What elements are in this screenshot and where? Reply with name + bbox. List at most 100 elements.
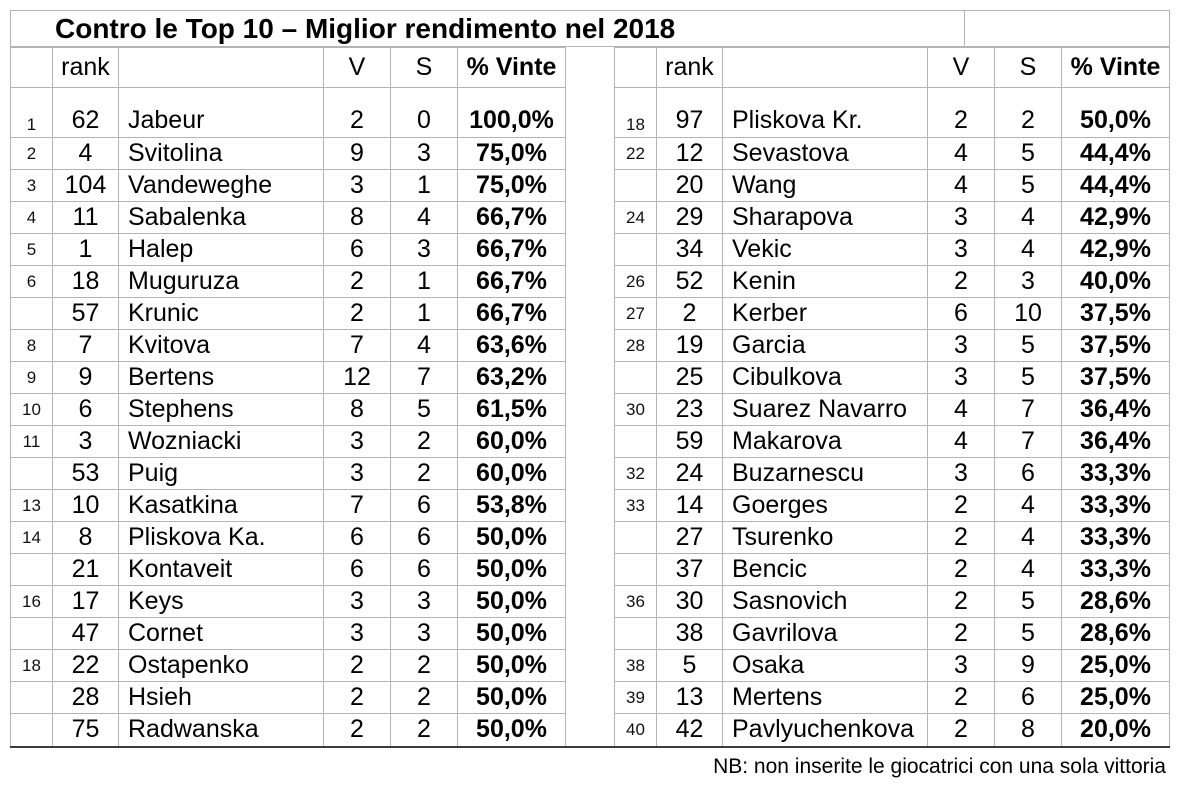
s-cell: 6 [994, 457, 1062, 490]
pct-cell: 33,3% [1061, 553, 1170, 586]
player-cell: Keys [118, 585, 324, 618]
player-cell: Bertens [118, 361, 324, 394]
s-cell: 3 [390, 617, 458, 650]
pos-cell [614, 553, 657, 586]
pos-cell: 22 [614, 137, 657, 170]
rank-cell: 53 [52, 457, 119, 490]
pct-header: % Vinte [1061, 47, 1170, 88]
s-cell: 5 [994, 169, 1062, 202]
table-row: 10 6 Stephens 8 5 61,5% [10, 393, 566, 426]
rank-cell: 62 [52, 87, 119, 138]
rank-cell: 47 [52, 617, 119, 650]
player-cell: Gavrilova [722, 617, 928, 650]
table-row: 1 62 Jabeur 2 0 100,0% [10, 87, 566, 138]
table-row: 38 Gavrilova 2 5 28,6% [614, 617, 1170, 650]
pos-cell [10, 681, 53, 714]
player-cell: Mertens [722, 681, 928, 714]
v-cell: 6 [927, 297, 995, 330]
pct-cell: 25,0% [1061, 681, 1170, 714]
v-cell: 2 [323, 265, 391, 298]
table-row: 11 3 Wozniacki 3 2 60,0% [10, 425, 566, 458]
table-row: 75 Radwanska 2 2 50,0% [10, 713, 566, 746]
pct-cell: 63,2% [457, 361, 566, 394]
s-cell: 4 [994, 521, 1062, 554]
s-cell: 5 [390, 393, 458, 426]
table-row: 40 42 Pavlyuchenkova 2 8 20,0% [614, 713, 1170, 746]
v-cell: 3 [927, 201, 995, 234]
player-cell: Ostapenko [118, 649, 324, 682]
rank-cell: 52 [656, 265, 723, 298]
rank-header: rank [52, 47, 119, 88]
s-cell: 3 [390, 585, 458, 618]
pct-cell: 36,4% [1061, 393, 1170, 426]
pos-cell: 2 [10, 137, 53, 170]
s-cell: 9 [994, 649, 1062, 682]
table-row: 59 Makarova 4 7 36,4% [614, 425, 1170, 458]
table-row: 3 104 Vandeweghe 3 1 75,0% [10, 169, 566, 202]
rank-cell: 75 [52, 713, 119, 746]
pos-cell [10, 457, 53, 490]
table-row: 57 Krunic 2 1 66,7% [10, 297, 566, 330]
rank-cell: 29 [656, 201, 723, 234]
v-cell: 2 [927, 489, 995, 522]
pos-cell: 28 [614, 329, 657, 362]
pos-cell [614, 233, 657, 266]
rank-cell: 28 [52, 681, 119, 714]
pct-cell: 50,0% [457, 713, 566, 746]
rank-cell: 42 [656, 713, 723, 746]
results-sheet: Contro le Top 10 – Miglior rendimento ne… [10, 10, 1170, 748]
s-cell: 3 [994, 265, 1062, 298]
footer-note: NB: non inserite le giocatrici con una s… [713, 755, 1166, 778]
pos-cell: 8 [10, 329, 53, 362]
losses-header: S [994, 47, 1062, 88]
s-cell: 8 [994, 713, 1062, 746]
table-row: 2 4 Svitolina 9 3 75,0% [10, 137, 566, 170]
player-cell: Radwanska [118, 713, 324, 746]
wins-header: V [323, 47, 391, 88]
table-row: 20 Wang 4 5 44,4% [614, 169, 1170, 202]
pos-cell [614, 617, 657, 650]
table-row: 9 9 Bertens 12 7 63,2% [10, 361, 566, 394]
player-cell: Kerber [722, 297, 928, 330]
rank-cell: 38 [656, 617, 723, 650]
player-cell: Buzarnescu [722, 457, 928, 490]
pct-cell: 50,0% [457, 649, 566, 682]
s-cell: 2 [390, 681, 458, 714]
pct-cell: 100,0% [457, 87, 566, 138]
pct-cell: 75,0% [457, 137, 566, 170]
results-table-left: rank V S % Vinte 1 62 Jabeur 2 0 100,0% 2 4 Svit… [10, 47, 566, 746]
rank-cell: 21 [52, 553, 119, 586]
player-cell: Krunic [118, 297, 324, 330]
pos-cell: 27 [614, 297, 657, 330]
table-row: 30 23 Suarez Navarro 4 7 36,4% [614, 393, 1170, 426]
table-row: 18 97 Pliskova Kr. 2 2 50,0% [614, 87, 1170, 138]
table-row: 24 29 Sharapova 3 4 42,9% [614, 201, 1170, 234]
v-cell: 9 [323, 137, 391, 170]
pct-cell: 42,9% [1061, 201, 1170, 234]
s-cell: 4 [994, 233, 1062, 266]
rank-cell: 59 [656, 425, 723, 458]
v-cell: 3 [323, 457, 391, 490]
pct-cell: 50,0% [457, 617, 566, 650]
table-row: 25 Cibulkova 3 5 37,5% [614, 361, 1170, 394]
pct-cell: 33,3% [1061, 457, 1170, 490]
pos-cell: 16 [10, 585, 53, 618]
pct-cell: 50,0% [1061, 87, 1170, 138]
pct-cell: 61,5% [457, 393, 566, 426]
rank-cell: 24 [656, 457, 723, 490]
player-cell: Kontaveit [118, 553, 324, 586]
pct-cell: 60,0% [457, 457, 566, 490]
table-row: 5 1 Halep 6 3 66,7% [10, 233, 566, 266]
pos-cell: 36 [614, 585, 657, 618]
pct-cell: 20,0% [1061, 713, 1170, 746]
pos-cell: 18 [614, 87, 657, 138]
table-row: 28 Hsieh 2 2 50,0% [10, 681, 566, 714]
s-cell: 2 [994, 87, 1062, 138]
rank-cell: 22 [52, 649, 119, 682]
s-cell: 2 [390, 457, 458, 490]
s-cell: 5 [994, 361, 1062, 394]
rank-cell: 18 [52, 265, 119, 298]
s-cell: 4 [390, 329, 458, 362]
rank-cell: 14 [656, 489, 723, 522]
pct-cell: 44,4% [1061, 169, 1170, 202]
